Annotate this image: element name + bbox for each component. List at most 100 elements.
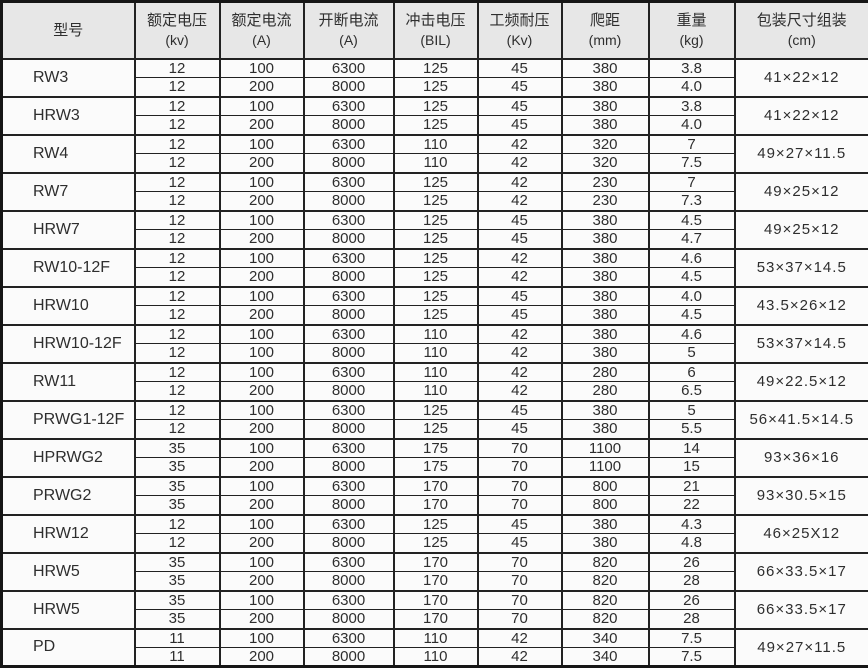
- value-cell: 820: [560, 571, 650, 592]
- value-cell: 125: [392, 95, 479, 116]
- value-cell: 70: [476, 571, 563, 592]
- value-cell: 4.5: [647, 305, 736, 326]
- value-cell: 12: [133, 513, 221, 534]
- value-cell: 380: [560, 209, 650, 230]
- model-cell: HRW10-12F: [0, 323, 136, 364]
- value-cell: 110: [392, 627, 479, 648]
- value-cell: 42: [476, 133, 563, 154]
- value-cell: 45: [476, 533, 563, 554]
- table-row: RW11 12 100 6300 110 42 280 6 49×22.5×12: [0, 361, 868, 402]
- value-cell: 14: [647, 437, 736, 458]
- value-cell: 8000: [302, 267, 395, 288]
- package-cell: 41×22×12: [733, 95, 868, 136]
- table-row: PRWG1-12F 12 100 6300 125 45 380 5 56×41.5×14.5: [0, 399, 868, 440]
- value-cell: 110: [392, 361, 479, 382]
- value-cell: 6300: [302, 475, 395, 496]
- value-cell: 170: [392, 495, 479, 516]
- value-cell: 45: [476, 229, 563, 250]
- model-cell: HRW7: [0, 209, 136, 250]
- value-cell: 8000: [302, 457, 395, 478]
- header-weight: 重量 (kg): [647, 0, 736, 60]
- value-cell: 12: [133, 57, 221, 78]
- value-cell: 170: [392, 551, 479, 572]
- value-cell: 12: [133, 95, 221, 116]
- value-cell: 28: [647, 609, 736, 630]
- model-cell: PRWG2: [0, 475, 136, 516]
- value-cell: 12: [133, 229, 221, 250]
- value-cell: 12: [133, 399, 221, 420]
- value-cell: 1100: [560, 457, 650, 478]
- value-cell: 200: [218, 381, 305, 402]
- value-cell: 4.0: [647, 77, 736, 98]
- value-cell: 5: [647, 343, 736, 364]
- header-row: 型号 额定电压 (kv) 额定电流 (A) 开断电流 (A) 冲击电压 (BIL…: [0, 0, 868, 60]
- value-cell: 820: [560, 589, 650, 610]
- value-cell: 70: [476, 475, 563, 496]
- package-cell: 53×37×14.5: [733, 323, 868, 364]
- table-row: 12 200 8000 125 42 380 4.5: [2, 267, 868, 288]
- value-cell: 100: [218, 627, 305, 648]
- value-cell: 45: [476, 57, 563, 78]
- model-cell: HRW5: [0, 589, 136, 630]
- value-cell: 800: [560, 475, 650, 496]
- value-cell: 6300: [302, 323, 395, 344]
- value-cell: 200: [218, 229, 305, 250]
- header-title: 包装尺寸组装: [756, 12, 847, 30]
- value-cell: 320: [560, 153, 650, 174]
- value-cell: 12: [133, 533, 221, 554]
- value-cell: 380: [560, 115, 650, 136]
- header-unit: (mm): [588, 31, 622, 48]
- model-cell: HRW5: [0, 551, 136, 592]
- value-cell: 380: [560, 305, 650, 326]
- value-cell: 35: [133, 457, 221, 478]
- value-cell: 15: [647, 457, 736, 478]
- header-power-freq-withstand: 工频耐压 (Kv): [476, 0, 563, 60]
- table-row: 12 200 8000 110 42 320 7.5: [2, 153, 868, 174]
- value-cell: 100: [218, 551, 305, 572]
- value-cell: 100: [218, 285, 305, 306]
- value-cell: 170: [392, 589, 479, 610]
- value-cell: 125: [392, 285, 479, 306]
- header-unit: (kg): [679, 31, 704, 48]
- value-cell: 820: [560, 551, 650, 572]
- value-cell: 6300: [302, 285, 395, 306]
- value-cell: 35: [133, 571, 221, 592]
- value-cell: 200: [218, 267, 305, 288]
- value-cell: 4.6: [647, 247, 736, 268]
- value-cell: 100: [218, 589, 305, 610]
- value-cell: 7: [647, 171, 736, 192]
- value-cell: 42: [476, 381, 563, 402]
- header-package-size: 包装尺寸组装 (cm): [733, 0, 868, 60]
- value-cell: 12: [133, 305, 221, 326]
- value-cell: 6300: [302, 513, 395, 534]
- value-cell: 100: [218, 57, 305, 78]
- value-cell: 100: [218, 171, 305, 192]
- value-cell: 110: [392, 647, 479, 668]
- header-rated-current: 额定电流 (A): [218, 0, 305, 60]
- value-cell: 26: [647, 589, 736, 610]
- value-cell: 45: [476, 285, 563, 306]
- value-cell: 100: [218, 399, 305, 420]
- value-cell: 100: [218, 209, 305, 230]
- value-cell: 35: [133, 551, 221, 572]
- value-cell: 110: [392, 381, 479, 402]
- table-row: HRW10-12F 12 100 6300 110 42 380 4.6 53×37×14.5: [0, 323, 868, 364]
- value-cell: 125: [392, 191, 479, 212]
- header-unit: (cm): [787, 31, 816, 48]
- table-row: HRW5 35 100 6300 170 70 820 26 66×33.5×17: [0, 551, 868, 592]
- value-cell: 125: [392, 171, 479, 192]
- value-cell: 100: [218, 437, 305, 458]
- value-cell: 6: [647, 361, 736, 382]
- value-cell: 8000: [302, 343, 395, 364]
- table-row: 35 200 8000 170 70 800 22: [2, 495, 868, 516]
- value-cell: 200: [218, 191, 305, 212]
- package-cell: 46×25X12: [733, 513, 868, 554]
- value-cell: 6300: [302, 437, 395, 458]
- value-cell: 12: [133, 381, 221, 402]
- value-cell: 5.5: [647, 419, 736, 440]
- value-cell: 125: [392, 513, 479, 534]
- value-cell: 26: [647, 551, 736, 572]
- table-row: 35 200 8000 170 70 820 28: [2, 571, 868, 592]
- table-row: 12 100 8000 110 42 380 5: [2, 343, 868, 364]
- header-unit: (kv): [165, 31, 189, 48]
